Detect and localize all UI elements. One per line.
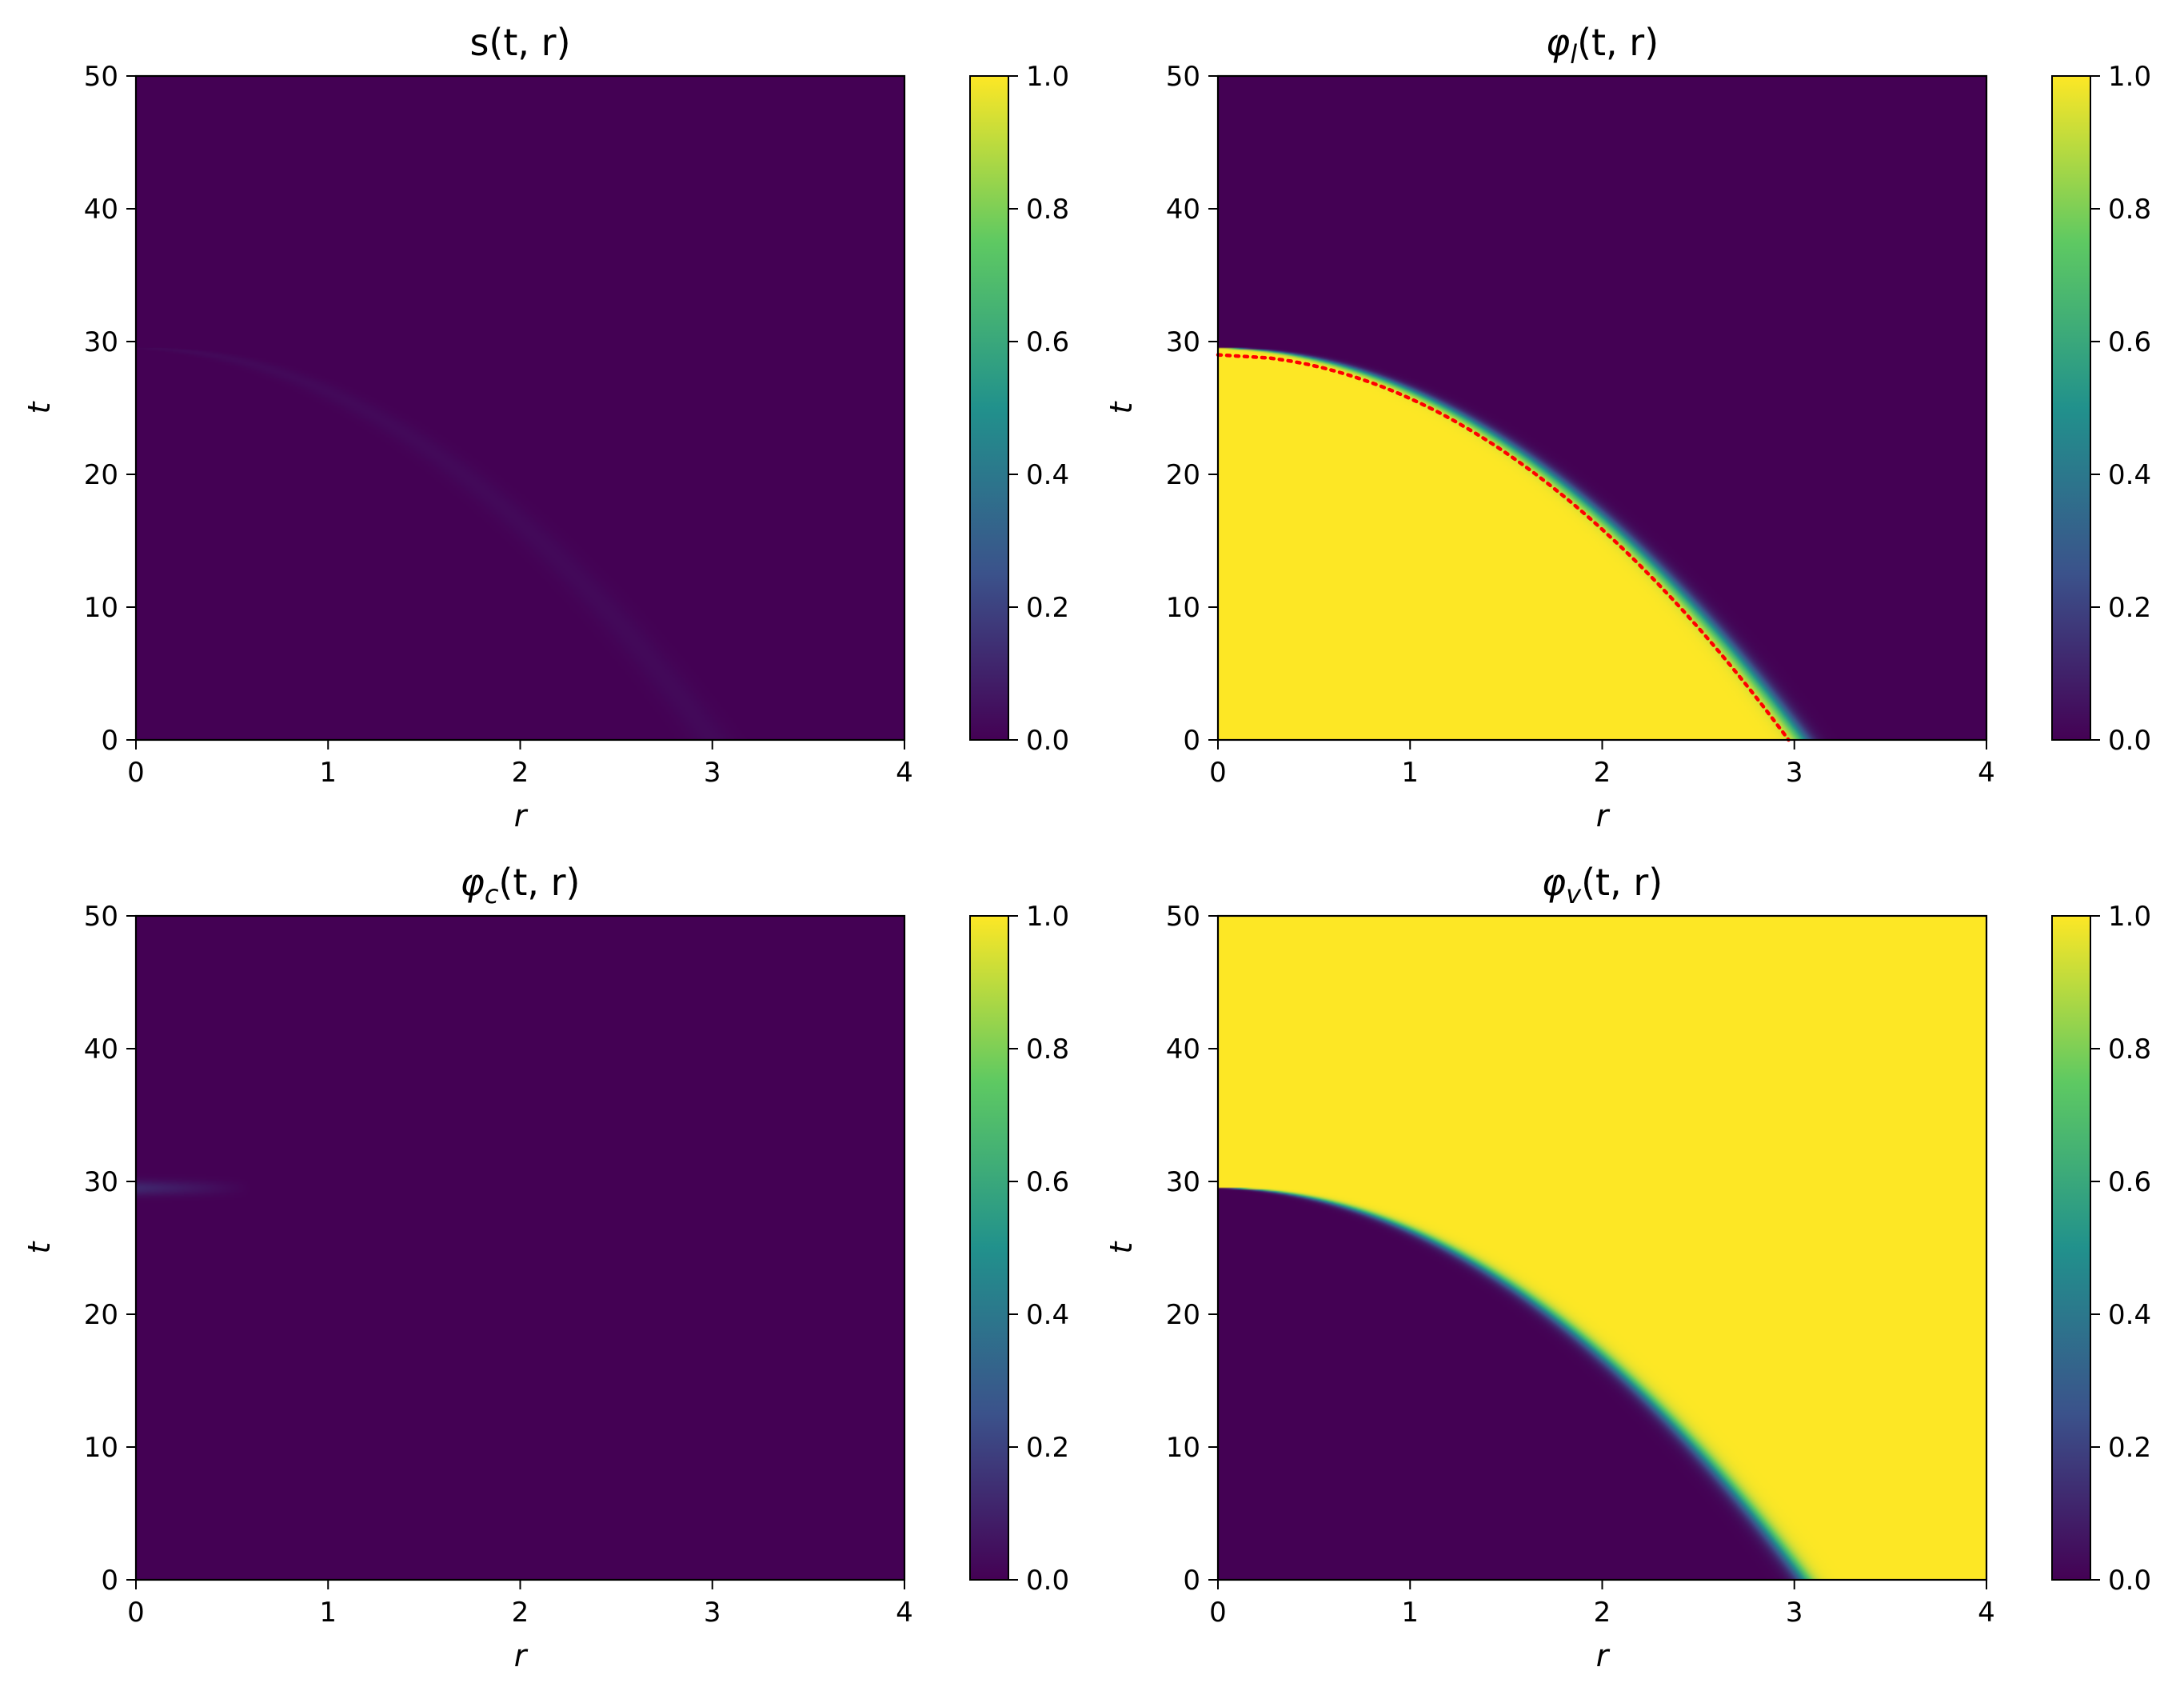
colorbar-tick-label: 0.6: [2108, 326, 2151, 358]
colorbar-tick-label: 1.0: [1026, 901, 1069, 933]
heatmap-image: [136, 916, 904, 1580]
x-tick-label: 0: [127, 1597, 145, 1629]
x-tick-label: 4: [896, 757, 913, 789]
colorbar-tick-label: 0.2: [2108, 1432, 2151, 1464]
y-tick-label: 30: [1166, 326, 1200, 358]
colorbar: [970, 916, 1008, 1580]
x-tick-label: 4: [1978, 757, 1995, 789]
y-tick-label: 0: [1183, 725, 1200, 757]
colorbar-frame: [969, 75, 1009, 741]
y-tick-label: 0: [101, 725, 118, 757]
y-tick-label: 20: [1166, 1299, 1200, 1331]
y-tick-label: 50: [1166, 901, 1200, 933]
colorbar: [2052, 76, 2090, 740]
colorbar-tick-label: 0.0: [2108, 1565, 2151, 1597]
y-tick-label: 50: [84, 901, 118, 933]
y-tick-label: 20: [84, 1299, 118, 1331]
y-tick-label: 50: [84, 61, 118, 93]
colorbar: [970, 76, 1008, 740]
colorbar: [2052, 916, 2090, 1580]
colorbar-tick-label: 0.8: [1026, 1033, 1069, 1065]
x-tick-label: 1: [319, 757, 337, 789]
y-tick-label: 10: [1166, 592, 1200, 624]
colorbar-tick-label: 0.0: [1026, 1565, 1069, 1597]
x-axis-label: r: [1596, 798, 1611, 834]
y-tick-label: 0: [1183, 1565, 1200, 1597]
colorbar-tick-label: 1.0: [2108, 61, 2151, 93]
colorbar-tick-label: 0.4: [1026, 1299, 1069, 1331]
colorbar-tick-label: 0.0: [2108, 725, 2151, 757]
x-tick-label: 4: [1978, 1597, 1995, 1629]
colorbar-tick-label: 0.6: [1026, 1166, 1069, 1198]
heatmap-image: [136, 76, 904, 740]
y-axis-label: t: [1104, 400, 1139, 414]
x-tick-label: 3: [704, 1597, 721, 1629]
colorbar-tick-label: 0.8: [1026, 194, 1069, 226]
x-tick-label: 0: [1209, 757, 1227, 789]
x-tick-label: 2: [1594, 757, 1611, 789]
colorbar-tick-label: 0.2: [1026, 592, 1069, 624]
y-tick-label: 20: [84, 459, 118, 491]
x-tick-label: 1: [1401, 757, 1419, 789]
y-axis-label: t: [22, 1240, 57, 1253]
y-tick-label: 40: [1166, 194, 1200, 226]
colorbar-tick-label: 0.4: [1026, 459, 1069, 491]
x-tick-label: 1: [319, 1597, 337, 1629]
colorbar-frame: [969, 915, 1009, 1581]
colorbar-frame: [2051, 915, 2091, 1581]
colorbar-tick-label: 0.4: [2108, 459, 2151, 491]
x-tick-label: 3: [704, 757, 721, 789]
subplot-title: φv(t, r): [1542, 861, 1663, 909]
colorbar-tick-label: 0.8: [2108, 1033, 2151, 1065]
y-tick-label: 30: [84, 1166, 118, 1198]
subplot-title: s(t, r): [469, 21, 570, 64]
colorbar-tick-label: 0.6: [2108, 1166, 2151, 1198]
y-tick-label: 20: [1166, 459, 1200, 491]
y-tick-label: 10: [84, 1432, 118, 1464]
y-tick-label: 0: [101, 1565, 118, 1597]
x-axis-label: r: [514, 1638, 529, 1673]
colorbar-tick-label: 0.2: [1026, 1432, 1069, 1464]
y-tick-label: 40: [84, 194, 118, 226]
colorbar-tick-label: 0.2: [2108, 592, 2151, 624]
heatmap-image: [1218, 916, 1986, 1580]
colorbar-tick-label: 1.0: [1026, 61, 1069, 93]
x-axis-label: r: [514, 798, 529, 834]
front-trajectory-dotted: [1216, 353, 1791, 742]
x-tick-label: 1: [1401, 1597, 1419, 1629]
y-tick-label: 10: [84, 592, 118, 624]
x-tick-label: 2: [512, 1597, 529, 1629]
y-tick-label: 50: [1166, 61, 1200, 93]
x-axis-label: r: [1596, 1638, 1611, 1673]
y-tick-label: 30: [84, 326, 118, 358]
subplot-title: φc(t, r): [460, 861, 580, 909]
heatmap-image: [1218, 76, 1986, 740]
x-tick-label: 2: [512, 757, 529, 789]
x-tick-label: 0: [1209, 1597, 1227, 1629]
subplot-title: φl(t, r): [1546, 21, 1659, 70]
colorbar-frame: [2051, 75, 2091, 741]
x-tick-label: 3: [1786, 1597, 1803, 1629]
colorbar-tick-label: 1.0: [2108, 901, 2151, 933]
x-tick-label: 3: [1786, 757, 1803, 789]
colorbar-tick-label: 0.8: [2108, 194, 2151, 226]
x-tick-label: 4: [896, 1597, 913, 1629]
y-axis-label: t: [22, 400, 57, 414]
y-axis-label: t: [1104, 1240, 1139, 1253]
y-tick-label: 30: [1166, 1166, 1200, 1198]
y-tick-label: 40: [1166, 1033, 1200, 1065]
y-tick-label: 40: [84, 1033, 118, 1065]
y-tick-label: 10: [1166, 1432, 1200, 1464]
colorbar-tick-label: 0.4: [2108, 1299, 2151, 1331]
x-tick-label: 0: [127, 757, 145, 789]
colorbar-tick-label: 0.6: [1026, 326, 1069, 358]
x-tick-label: 2: [1594, 1597, 1611, 1629]
colorbar-tick-label: 0.0: [1026, 725, 1069, 757]
